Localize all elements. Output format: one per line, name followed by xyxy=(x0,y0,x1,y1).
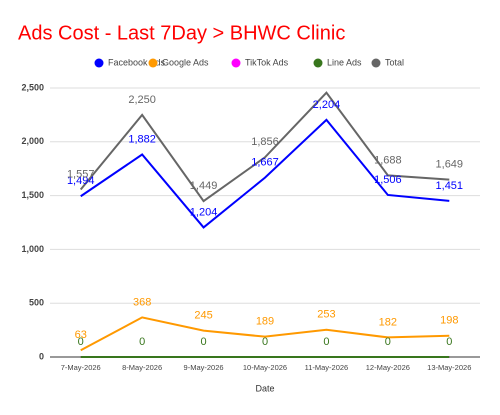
y-tick-label: 1,500 xyxy=(21,190,44,200)
legend-label: TikTok Ads xyxy=(245,57,289,67)
x-axis-label: Date xyxy=(255,383,274,393)
series-line xyxy=(80,118,450,229)
x-tick-label: 7-May-2026 xyxy=(61,363,101,372)
legend-marker xyxy=(148,58,158,68)
data-label: 2,250 xyxy=(128,94,156,106)
y-tick-label: 1,000 xyxy=(21,244,44,254)
data-label: 0 xyxy=(262,336,268,348)
legend-label: Google Ads xyxy=(162,57,209,67)
data-label: 0 xyxy=(139,336,145,348)
data-label: 1,667 xyxy=(251,157,279,169)
data-label: 1,451 xyxy=(436,180,464,192)
x-tick-label: 11-May-2026 xyxy=(305,363,349,372)
data-label: 63 xyxy=(75,329,87,341)
data-label: 1,856 xyxy=(251,136,279,148)
data-label: 0 xyxy=(385,336,391,348)
data-label: 1,688 xyxy=(374,154,402,166)
x-tick-label: 8-May-2026 xyxy=(122,363,162,372)
data-label: 0 xyxy=(78,336,84,348)
data-label: 189 xyxy=(256,316,274,328)
data-label: 182 xyxy=(379,316,397,328)
data-label: 1,449 xyxy=(190,180,218,192)
x-tick-label: 12-May-2026 xyxy=(366,363,410,372)
data-label: 1,882 xyxy=(128,133,156,145)
y-tick-label: 2,500 xyxy=(21,82,44,92)
y-tick-label: 500 xyxy=(29,298,44,308)
legend-marker xyxy=(313,58,323,68)
data-label: 1,557 xyxy=(67,168,95,180)
legend-marker xyxy=(94,58,104,68)
data-label: 0 xyxy=(323,336,329,348)
legend-label: Facebook Ads xyxy=(108,57,166,67)
series-line xyxy=(79,91,450,203)
series-line xyxy=(80,316,450,352)
y-tick-label: 0 xyxy=(39,351,44,361)
x-tick-label: 9-May-2026 xyxy=(184,363,224,372)
data-label: 2,204 xyxy=(313,99,341,111)
x-tick-label: 13-May-2026 xyxy=(427,363,471,372)
data-label: 1,506 xyxy=(374,174,402,186)
y-tick-label: 2,000 xyxy=(21,136,44,146)
legend-marker xyxy=(371,58,381,68)
data-label: 368 xyxy=(133,296,151,308)
data-label: 198 xyxy=(440,315,458,327)
chart-title: Ads Cost - Last 7Day > BHWC Clinic xyxy=(18,22,345,44)
data-label: 1,649 xyxy=(436,158,464,170)
data-label: 253 xyxy=(317,309,335,321)
data-label: 1,494 xyxy=(67,175,95,187)
legend-label: Line Ads xyxy=(327,57,362,67)
x-tick-label: 10-May-2026 xyxy=(243,363,287,372)
data-label: 0 xyxy=(201,336,207,348)
legend-label: Total xyxy=(385,57,404,67)
data-label: 245 xyxy=(194,310,212,322)
legend-marker xyxy=(231,58,241,68)
data-label: 0 xyxy=(446,336,452,348)
data-label: 1,204 xyxy=(190,206,218,218)
